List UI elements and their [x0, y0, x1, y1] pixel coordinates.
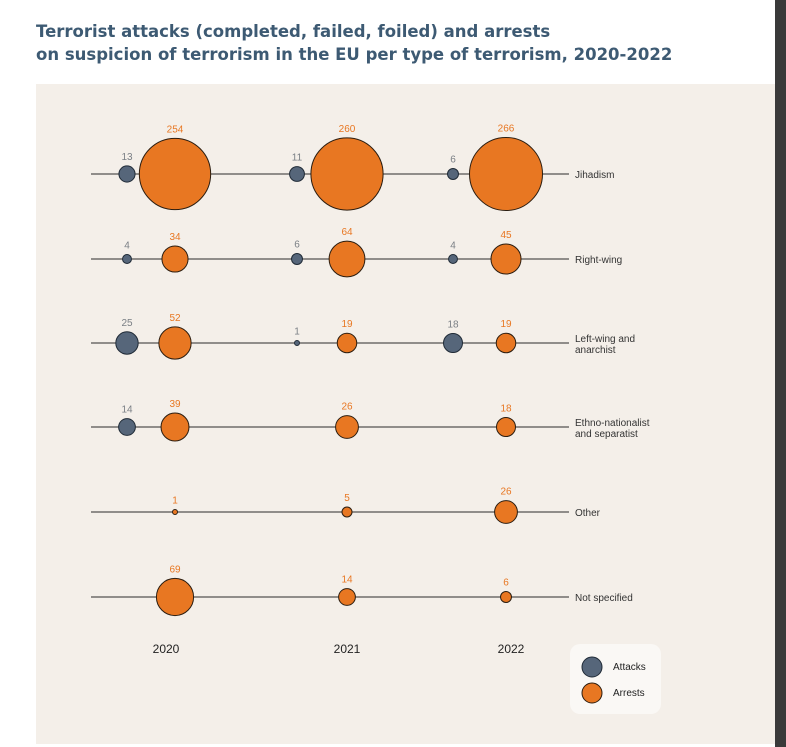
arrest-value-label: 5 — [344, 493, 350, 504]
attack-bubble-right-wing-2022 — [448, 254, 458, 264]
attack-bubble-left-wing-and-anarchist-2022 — [443, 333, 463, 353]
arrest-value-label: 52 — [169, 313, 181, 324]
window-frame-edge — [775, 0, 786, 747]
attack-bubble-jihadism-2022 — [447, 168, 459, 180]
arrest-bubble-other-2022 — [494, 500, 518, 524]
attack-value-label: 13 — [121, 152, 133, 163]
category-label-ethno-nationalist-and-separatist: and separatist — [575, 429, 638, 440]
chart-title: Terrorist attacks (completed, failed, fo… — [36, 20, 672, 66]
arrest-bubble-left-wing-and-anarchist-2020 — [158, 326, 192, 360]
attack-bubble-right-wing-2021 — [291, 253, 303, 265]
arrest-value-label: 254 — [167, 124, 184, 135]
arrest-value-label: 45 — [500, 230, 512, 241]
chart-title-line-2: on suspicion of terrorism in the EU per … — [36, 45, 673, 64]
attack-bubble-right-wing-2020 — [122, 254, 132, 264]
arrest-bubble-not-specified-2021 — [338, 588, 356, 606]
arrest-bubble-jihadism-2020 — [138, 137, 212, 211]
arrest-value-label: 19 — [500, 319, 512, 330]
legend-arrests-swatch — [581, 682, 603, 704]
category-label-other: Other — [575, 508, 601, 519]
arrest-bubble-not-specified-2020 — [155, 577, 195, 617]
arrest-value-label: 18 — [500, 404, 512, 415]
attack-bubble-ethno-nationalist-and-separatist-2020 — [118, 418, 136, 436]
category-label-ethno-nationalist-and-separatist: Ethno-nationalist — [575, 418, 650, 429]
legend-arrests-label: Arrests — [613, 688, 645, 699]
arrest-bubble-left-wing-and-anarchist-2022 — [495, 332, 517, 354]
arrest-value-label: 1 — [172, 496, 178, 507]
attack-bubble-jihadism-2021 — [289, 166, 305, 182]
arrest-bubble-jihadism-2021 — [310, 137, 384, 211]
chart-panel: Jihadism 13 254 11 260 6 266 Right-wing 4 34 6 64 4 4… — [36, 84, 775, 744]
arrest-value-label: 39 — [169, 399, 181, 410]
arrest-bubble-right-wing-2022 — [490, 243, 522, 275]
arrest-bubble-right-wing-2020 — [161, 245, 189, 273]
category-label-right-wing: Right-wing — [575, 255, 622, 266]
attack-value-label: 4 — [124, 241, 130, 252]
legend-attacks-label: Attacks — [613, 662, 646, 673]
arrest-value-label: 14 — [341, 575, 353, 586]
arrest-value-label: 64 — [341, 227, 353, 238]
attack-bubble-jihadism-2020 — [118, 165, 136, 183]
legend-attacks-swatch — [581, 656, 603, 678]
arrest-value-label: 26 — [341, 402, 353, 413]
attack-value-label: 18 — [447, 320, 459, 331]
attack-value-label: 6 — [450, 155, 456, 166]
bubble-chart: Jihadism13254112606266Right-wing43466444… — [91, 124, 661, 714]
attack-value-label: 6 — [294, 240, 300, 251]
arrest-bubble-ethno-nationalist-and-separatist-2020 — [160, 412, 190, 442]
arrest-value-label: 6 — [503, 578, 509, 589]
arrest-value-label: 260 — [339, 124, 356, 135]
arrest-bubble-not-specified-2022 — [500, 591, 512, 603]
arrest-value-label: 69 — [169, 564, 181, 575]
year-label-2022: 2022 — [498, 642, 525, 656]
category-label-left-wing-and-anarchist: anarchist — [575, 345, 616, 356]
arrest-value-label: 266 — [498, 124, 515, 135]
category-label-not-specified: Not specified — [575, 593, 633, 604]
arrest-value-label: 26 — [500, 487, 512, 498]
arrest-value-label: 19 — [341, 319, 353, 330]
attack-value-label: 4 — [450, 241, 456, 252]
year-label-2020: 2020 — [153, 642, 180, 656]
arrest-bubble-left-wing-and-anarchist-2021 — [336, 332, 358, 354]
attack-bubble-left-wing-and-anarchist-2020 — [115, 331, 139, 355]
attack-value-label: 1 — [294, 327, 300, 338]
chart-title-line-1: Terrorist attacks (completed, failed, fo… — [36, 22, 551, 41]
arrest-bubble-other-2021 — [341, 506, 353, 518]
legend-box — [570, 644, 661, 714]
arrest-bubble-right-wing-2021 — [328, 240, 366, 278]
year-label-2021: 2021 — [334, 642, 361, 656]
category-label-left-wing-and-anarchist: Left-wing and — [575, 334, 635, 345]
arrest-bubble-other-2020 — [172, 509, 178, 515]
attack-bubble-left-wing-and-anarchist-2021 — [294, 340, 300, 346]
arrest-bubble-ethno-nationalist-and-separatist-2021 — [335, 415, 359, 439]
attack-value-label: 25 — [121, 318, 133, 329]
attack-value-label: 14 — [121, 405, 133, 416]
arrest-bubble-jihadism-2022 — [469, 137, 543, 211]
category-label-jihadism: Jihadism — [575, 170, 614, 181]
attack-value-label: 11 — [292, 153, 303, 164]
arrest-bubble-ethno-nationalist-and-separatist-2022 — [496, 417, 516, 437]
arrest-value-label: 34 — [169, 232, 181, 243]
